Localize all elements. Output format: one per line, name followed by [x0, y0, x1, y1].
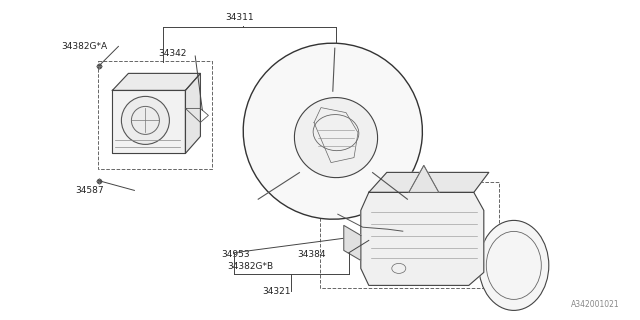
Polygon shape [186, 73, 200, 153]
Polygon shape [409, 165, 439, 192]
Text: 34342: 34342 [159, 49, 187, 58]
Polygon shape [361, 192, 484, 285]
Text: 34953: 34953 [221, 250, 250, 259]
Ellipse shape [294, 98, 378, 178]
Text: 34321: 34321 [262, 287, 291, 296]
Ellipse shape [243, 43, 422, 219]
Text: 34587: 34587 [76, 186, 104, 195]
Polygon shape [369, 172, 489, 192]
Polygon shape [344, 225, 361, 260]
Text: 34382G*B: 34382G*B [227, 262, 273, 271]
Text: A342001021: A342001021 [571, 300, 620, 309]
Text: 34384: 34384 [298, 250, 326, 259]
Bar [320, 182, 499, 288]
Bar [99, 61, 212, 169]
Polygon shape [113, 90, 186, 153]
Polygon shape [113, 73, 200, 90]
Text: 34311: 34311 [225, 13, 254, 22]
Text: 34382G*A: 34382G*A [61, 42, 107, 51]
Ellipse shape [122, 96, 170, 144]
Ellipse shape [479, 220, 548, 310]
